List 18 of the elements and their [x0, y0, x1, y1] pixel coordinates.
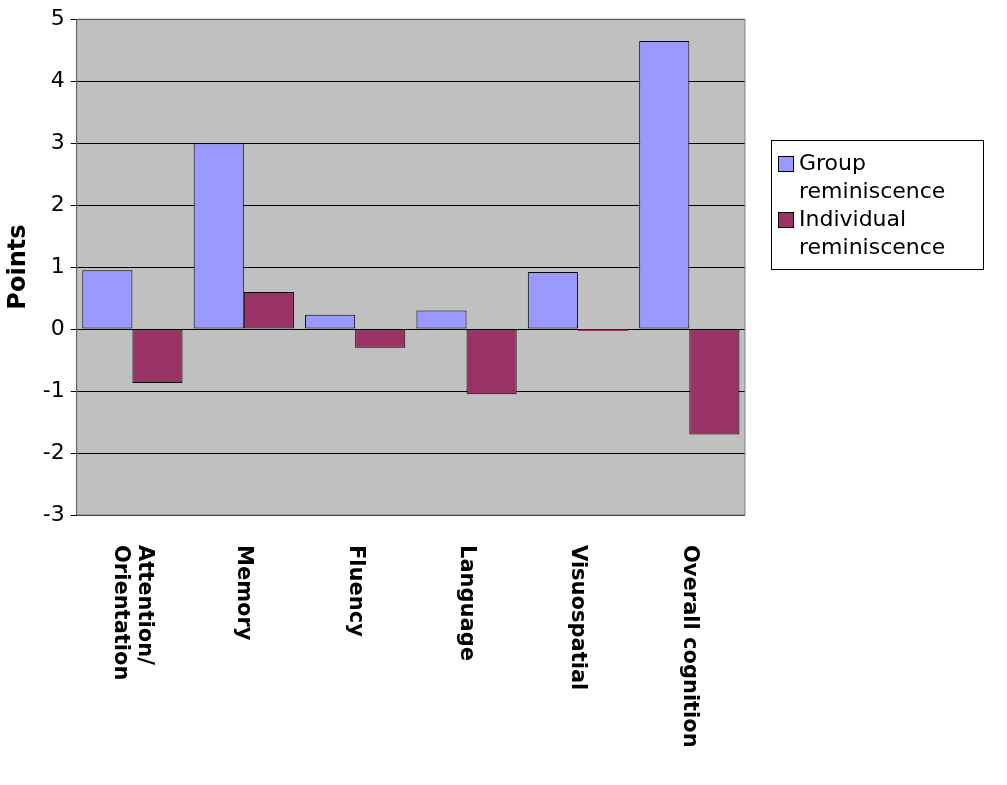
x-tick-label: Memory — [233, 545, 258, 641]
y-tick-label: -1 — [42, 376, 65, 402]
x-tick-label: Visuospatial — [567, 545, 592, 691]
x-tick-label: Fluency — [344, 545, 369, 638]
y-tick-label: -3 — [42, 500, 65, 526]
y-axis-title: Points — [2, 224, 31, 310]
y-tick-label: 1 — [50, 252, 65, 278]
y-tick-label: 3 — [50, 128, 65, 154]
x-tick-label: Attention/ Orientation — [109, 545, 158, 681]
y-tick-label: 4 — [50, 66, 65, 92]
x-tick-label: Language — [456, 545, 481, 661]
x-tick-label: Overall cognition — [678, 545, 703, 748]
y-tick-label: 5 — [50, 4, 65, 30]
y-tick-label: 2 — [50, 190, 65, 216]
legend-label: Group reminiscence — [799, 149, 947, 205]
y-tick-label: -2 — [42, 438, 65, 464]
y-tick-label: 0 — [50, 314, 65, 340]
legend-label: Individual reminiscence — [799, 205, 947, 261]
